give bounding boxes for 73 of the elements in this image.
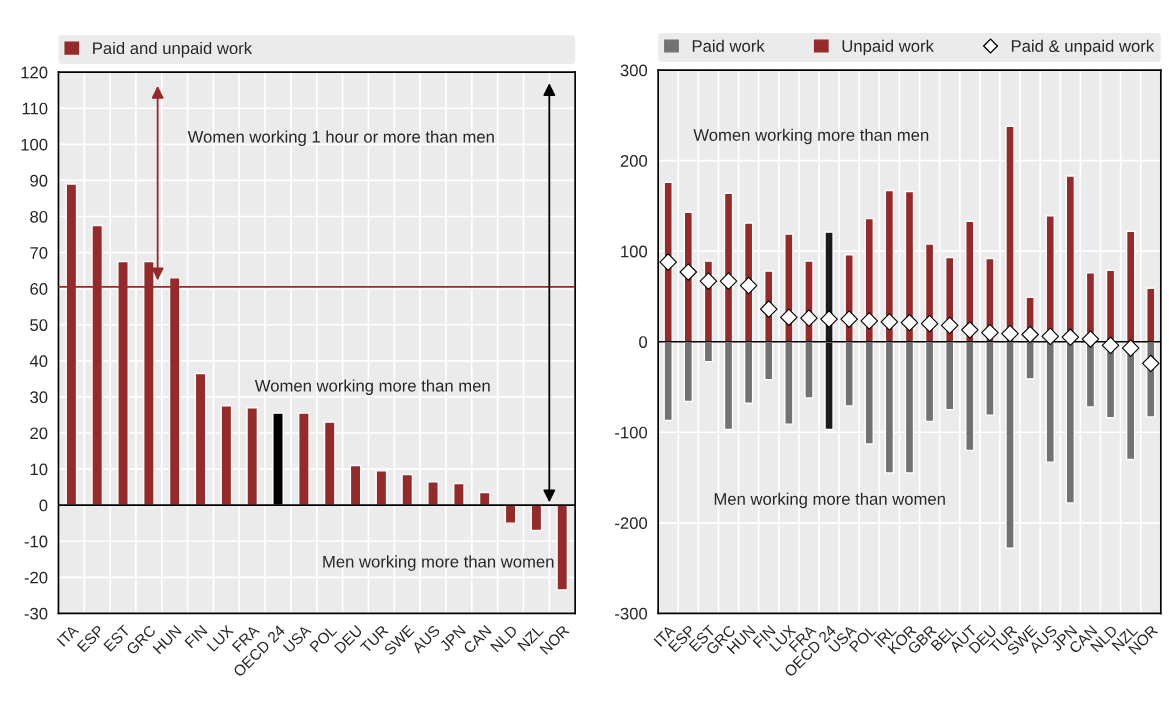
point: [780, 308, 798, 327]
bar: [663, 341, 673, 422]
point: [940, 316, 959, 335]
y-tick-label: 0: [639, 336, 648, 348]
point: [1001, 324, 1019, 343]
bar: [683, 341, 694, 403]
bar: [743, 341, 754, 405]
y-tick-label: -30: [24, 607, 48, 620]
y-tick-label: 200: [620, 155, 648, 167]
x-tick-label: ITA: [56, 624, 80, 647]
y-tick-label: 120: [21, 66, 48, 79]
y-tick-label: 0: [39, 499, 48, 512]
y-tick-label: 20: [30, 427, 48, 440]
y-tick-label: 80: [30, 210, 48, 223]
annotation: Women working more than men: [254, 379, 490, 395]
bar: [427, 480, 439, 506]
y-tick-label: 90: [30, 174, 48, 187]
y-tick-label: 70: [30, 246, 48, 259]
point: [1081, 330, 1100, 348]
legend-label: Unpaid work: [842, 39, 934, 56]
y-tick-label: -10: [24, 535, 48, 548]
y-tick-label: -100: [615, 426, 648, 439]
bar: [944, 341, 955, 411]
point: [1101, 336, 1120, 355]
bar: [985, 341, 995, 416]
legend-label: Paid work: [692, 39, 765, 52]
point: [981, 323, 999, 342]
bar: [764, 341, 774, 381]
bar: [804, 341, 814, 399]
annotation: Men working more than women: [323, 555, 554, 571]
bar: [401, 473, 414, 506]
y-tick-label: -200: [615, 517, 648, 530]
point: [800, 309, 818, 327]
point: [719, 272, 738, 290]
point: [1141, 354, 1160, 373]
bar: [844, 341, 854, 407]
point: [961, 321, 979, 339]
x-tick-label: FIN: [184, 625, 208, 649]
point: [739, 276, 758, 295]
y-tick-label: 10: [30, 463, 48, 476]
bar: [453, 482, 465, 506]
y-tick-label: 30: [30, 391, 48, 404]
point: [1061, 328, 1080, 346]
y-tick-label: 60: [30, 283, 48, 295]
point: [820, 310, 838, 328]
annotation: Men working more than women: [714, 492, 945, 509]
bar: [1146, 287, 1156, 343]
point: [679, 263, 698, 281]
y-tick-label: -20: [24, 571, 48, 584]
point: [1041, 327, 1060, 346]
annotation: Women working 1 hour or more than men: [187, 130, 494, 147]
point: [1021, 325, 1039, 344]
point: [659, 253, 677, 271]
point: [880, 313, 899, 331]
y-tick-label: 300: [620, 64, 648, 77]
y-tick-label: 40: [29, 355, 48, 368]
point: [900, 313, 919, 332]
y-tick-label: 100: [621, 245, 648, 258]
point: [920, 314, 939, 333]
bar: [924, 341, 935, 423]
point: [759, 300, 778, 318]
point: [1121, 339, 1140, 357]
point: [840, 310, 858, 328]
y-tick-label: 100: [21, 138, 48, 151]
y-tick-label: 50: [30, 319, 48, 331]
annotation: Women working more than men: [693, 128, 929, 145]
y-tick-label: 110: [22, 102, 48, 115]
legend-label: Paid & unpaid work: [1011, 39, 1155, 56]
point: [860, 312, 879, 330]
point: [699, 272, 718, 290]
legend-label: Paid and unpaid work: [93, 41, 253, 58]
y-tick-label: -300: [615, 607, 648, 620]
bar: [784, 341, 794, 425]
